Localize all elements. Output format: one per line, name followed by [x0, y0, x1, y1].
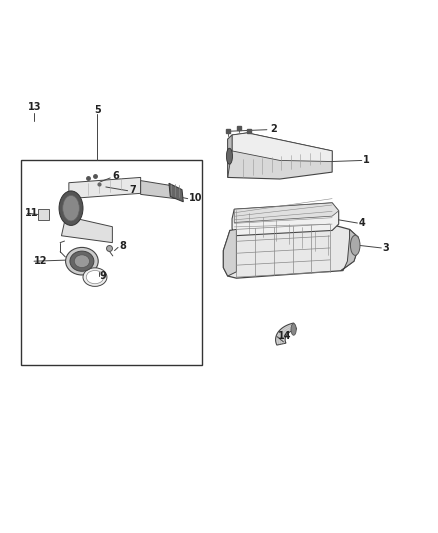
Polygon shape: [228, 135, 232, 177]
Polygon shape: [61, 216, 113, 243]
Ellipse shape: [86, 270, 104, 284]
Text: 4: 4: [358, 218, 365, 228]
Polygon shape: [228, 133, 332, 179]
Polygon shape: [341, 229, 358, 271]
Text: 8: 8: [119, 241, 126, 252]
Polygon shape: [169, 183, 184, 202]
Polygon shape: [232, 133, 332, 161]
Ellipse shape: [74, 255, 89, 268]
Polygon shape: [276, 323, 297, 345]
Ellipse shape: [350, 235, 360, 255]
Polygon shape: [141, 181, 176, 199]
Text: 2: 2: [270, 124, 277, 134]
Polygon shape: [223, 229, 237, 276]
Text: 13: 13: [28, 102, 42, 112]
Ellipse shape: [70, 251, 94, 271]
Bar: [21, 160, 201, 365]
Ellipse shape: [66, 247, 98, 275]
Text: 12: 12: [34, 256, 48, 266]
Text: 3: 3: [382, 243, 389, 253]
Polygon shape: [232, 203, 339, 236]
Ellipse shape: [291, 324, 296, 335]
Text: 10: 10: [188, 192, 202, 203]
Text: 14: 14: [278, 332, 291, 342]
Text: 1: 1: [363, 156, 369, 165]
Ellipse shape: [59, 191, 83, 225]
Ellipse shape: [226, 148, 233, 164]
Text: 6: 6: [113, 172, 119, 181]
Polygon shape: [69, 177, 141, 199]
Text: 5: 5: [94, 105, 100, 115]
Bar: [39, 209, 49, 220]
Ellipse shape: [83, 268, 107, 286]
Polygon shape: [234, 203, 339, 222]
Text: 9: 9: [99, 271, 106, 281]
Text: 7: 7: [130, 184, 137, 195]
Text: 11: 11: [25, 208, 39, 219]
Ellipse shape: [63, 196, 79, 221]
Polygon shape: [223, 224, 358, 278]
